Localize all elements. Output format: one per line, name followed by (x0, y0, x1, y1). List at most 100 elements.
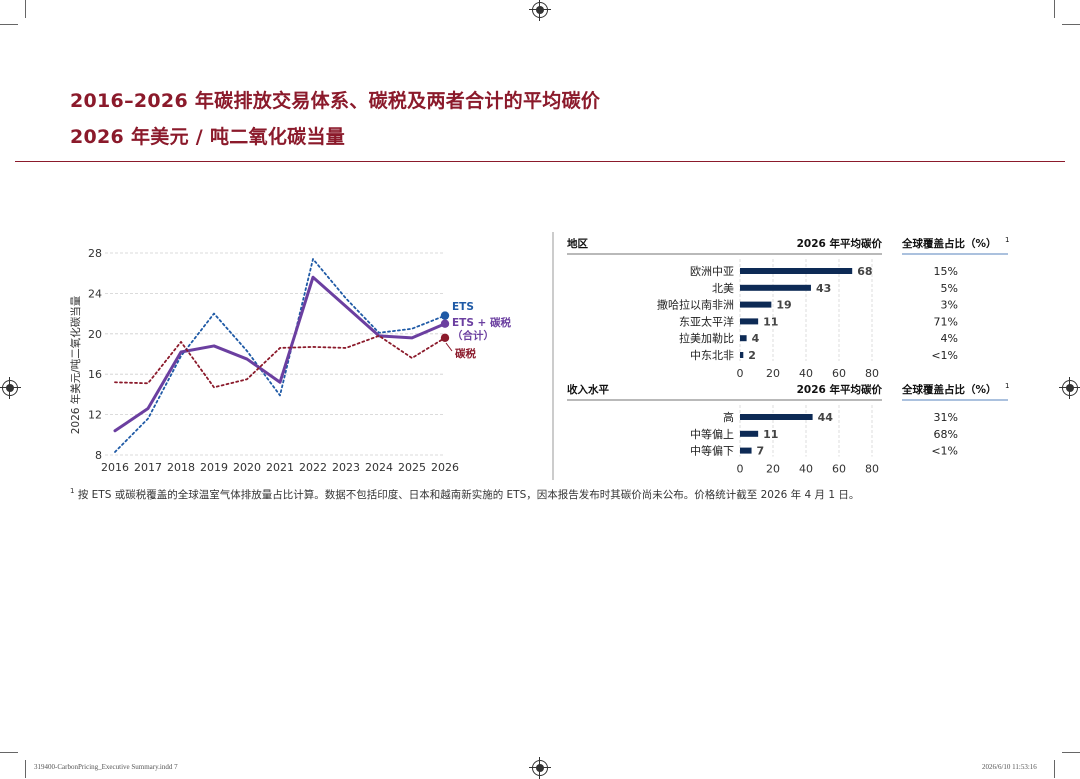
region-panel-share-header-marker: 1 (1005, 236, 1009, 244)
registration-mark-icon (0, 377, 21, 399)
x-tick-label: 80 (865, 463, 879, 476)
income-panel-value-header: 2026 年平均碳价 (797, 383, 883, 396)
registration-mark-icon (529, 0, 551, 21)
bar (740, 352, 744, 358)
region-panel-share-header: 全球覆盖占比（%） (901, 237, 997, 250)
ets-end-marker (440, 311, 450, 320)
registration-mark-icon (529, 757, 551, 779)
x-tick-label: 2025 (398, 461, 426, 474)
x-tick-label: 40 (799, 463, 813, 476)
x-tick-label: 0 (737, 463, 744, 476)
x-tick-label: 40 (799, 367, 813, 380)
bar-value-label: 44 (818, 411, 834, 424)
region-panel-category-header: 地区 (567, 237, 588, 250)
bar-value-label: 4 (752, 332, 760, 345)
footnote-marker: 1 (70, 487, 75, 495)
bar-category-label: 撒哈拉以南非洲 (657, 298, 734, 312)
share-value: 3% (941, 299, 958, 312)
footnote-text: 按 ETS 或碳税覆盖的全球温室气体排放量占比计算。数据不包括印度、日本和越南新… (77, 489, 860, 501)
bar-value-label: 11 (763, 315, 778, 328)
bar-category-label: 欧洲中亚 (690, 265, 734, 278)
x-tick-label: 60 (832, 463, 846, 476)
legend-combined-line2: （合计） (452, 329, 494, 342)
share-value: 15% (934, 265, 958, 278)
bar (740, 430, 759, 437)
x-tick-label: 2016 (101, 461, 129, 474)
x-tick-label: 2023 (332, 461, 360, 474)
legend-tax: 碳税 (455, 347, 476, 360)
combined-series-line (113, 275, 447, 433)
x-tick-label: 2019 (200, 461, 228, 474)
crop-mark (1054, 0, 1055, 18)
bar (740, 318, 759, 325)
legend-combined: ETS + 碳税 (452, 316, 512, 329)
file-slug: 319400-CarbonPricing_Executive Summary.i… (34, 763, 178, 771)
x-tick-label: 2024 (365, 461, 393, 474)
bar-value-label: 43 (816, 282, 831, 295)
page-subtitle: 2026 年美元 / 吨二氧化碳当量 (70, 126, 346, 148)
share-value: 5% (941, 282, 958, 295)
x-tick-label: 0 (737, 367, 744, 380)
crop-mark (25, 0, 26, 18)
x-tick-label: 60 (832, 367, 846, 380)
x-tick-label: 2022 (299, 461, 327, 474)
crop-mark (1062, 752, 1080, 753)
share-value: 4% (941, 332, 958, 345)
bar-category-label: 拉美加勒比 (679, 331, 734, 345)
legend-tax-leader (445, 342, 453, 352)
y-tick-label: 12 (88, 409, 102, 422)
share-value: 71% (934, 315, 958, 328)
x-tick-label: 80 (865, 367, 879, 380)
crop-mark (0, 24, 18, 25)
crop-mark (1062, 24, 1080, 25)
share-value: 31% (934, 411, 958, 424)
x-tick-label: 20 (766, 367, 780, 380)
bar (740, 447, 752, 454)
bar (740, 301, 772, 308)
x-tick-label: 2026 (431, 461, 459, 474)
y-axis-label: 2026 年美元/吨二氧化碳当量 (69, 295, 82, 434)
x-tick-label: 2021 (266, 461, 294, 474)
bar-category-label: 东亚太平洋 (679, 314, 734, 328)
x-tick-label: 2020 (233, 461, 261, 474)
bar (740, 284, 811, 291)
registration-mark-icon (1059, 377, 1080, 399)
ets-series-line (114, 258, 446, 453)
bar-category-label: 高 (723, 410, 734, 424)
bar-value-label: 19 (776, 299, 791, 312)
tax-end-marker (440, 333, 450, 343)
bar (740, 335, 747, 342)
y-tick-label: 8 (95, 449, 102, 462)
combined-end-marker (440, 319, 450, 328)
income-panel-category-header: 收入水平 (567, 383, 609, 396)
y-tick-label: 20 (88, 328, 102, 341)
legend-ets: ETS (452, 301, 474, 313)
bar-category-label: 北美 (712, 282, 734, 295)
income-panel-share-header: 全球覆盖占比（%） (901, 383, 997, 396)
bar-category-label: 中等偏上 (690, 427, 734, 441)
share-value: 68% (934, 428, 958, 441)
bar-category-label: 中等偏下 (690, 444, 734, 458)
bar (740, 268, 853, 274)
crop-mark (25, 760, 26, 778)
crop-mark (1054, 760, 1055, 778)
y-tick-label: 24 (88, 287, 102, 300)
y-tick-label: 16 (88, 368, 102, 381)
bar-category-label: 中东北非 (690, 349, 734, 362)
bar-value-label: 68 (857, 265, 872, 278)
region-panel-value-header: 2026 年平均碳价 (797, 237, 883, 250)
page-title: 2016–2026 年碳排放交易体系、碳税及两者合计的平均碳价 (70, 90, 601, 112)
title-divider (15, 161, 1065, 162)
x-tick-label: 2018 (167, 461, 195, 474)
x-tick-label: 20 (766, 463, 780, 476)
date-slug: 2026/6/10 11:53:16 (982, 763, 1037, 771)
bar-value-label: 11 (763, 428, 778, 441)
footnote: 1 按 ETS 或碳税覆盖的全球温室气体排放量占比计算。数据不包括印度、日本和越… (70, 487, 859, 502)
bar (740, 414, 813, 420)
bar-value-label: 2 (748, 349, 756, 362)
x-tick-label: 2017 (134, 461, 162, 474)
share-value: <1% (931, 445, 958, 458)
crop-mark (0, 752, 18, 753)
